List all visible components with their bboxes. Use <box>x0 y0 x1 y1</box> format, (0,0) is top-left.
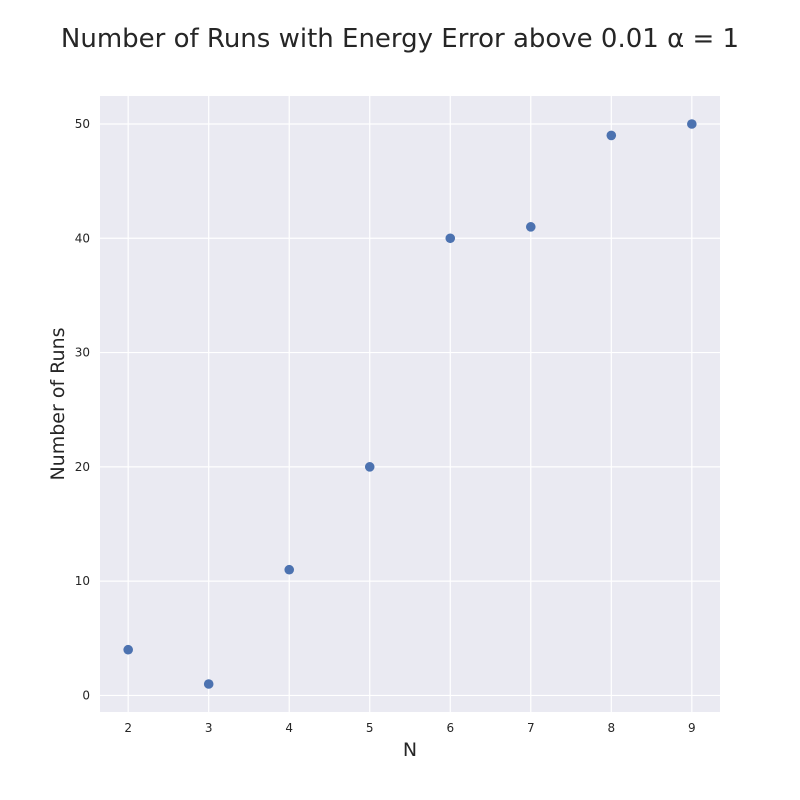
data-point <box>364 462 375 472</box>
y-axis-label: Number of Runs <box>47 327 69 480</box>
data-point <box>606 130 617 141</box>
data-point <box>445 233 456 244</box>
x-tick-label: 7 <box>527 721 535 735</box>
data-point <box>687 119 697 129</box>
x-tick-label: 2 <box>124 721 132 735</box>
y-tick-label: 30 <box>75 346 90 360</box>
x-tick-labels: 2 3 4 5 6 7 8 9 <box>124 721 695 735</box>
y-tick-label: 20 <box>75 460 90 474</box>
y-tick-labels: 0 10 20 30 40 50 <box>75 117 90 702</box>
data-point <box>284 564 295 575</box>
x-axis-label: N <box>403 739 417 761</box>
chart-title: Number of Runs with Energy Error above 0… <box>61 24 739 54</box>
data-point <box>203 679 214 689</box>
y-tick-label: 50 <box>75 117 90 131</box>
y-tick-label: 0 <box>82 688 90 702</box>
x-tick-label: 4 <box>285 721 293 735</box>
data-point <box>525 222 536 232</box>
grid-lines <box>100 96 720 712</box>
x-tick-label: 3 <box>205 721 213 735</box>
x-tick-label: 8 <box>607 721 615 735</box>
plot-area <box>100 96 720 712</box>
x-tick-label: 5 <box>366 721 374 735</box>
data-points <box>123 119 697 689</box>
x-tick-label: 6 <box>446 721 454 735</box>
x-tick-label: 9 <box>688 721 696 735</box>
data-point <box>123 644 133 655</box>
y-tick-label: 40 <box>75 231 90 245</box>
y-tick-label: 10 <box>75 574 90 588</box>
